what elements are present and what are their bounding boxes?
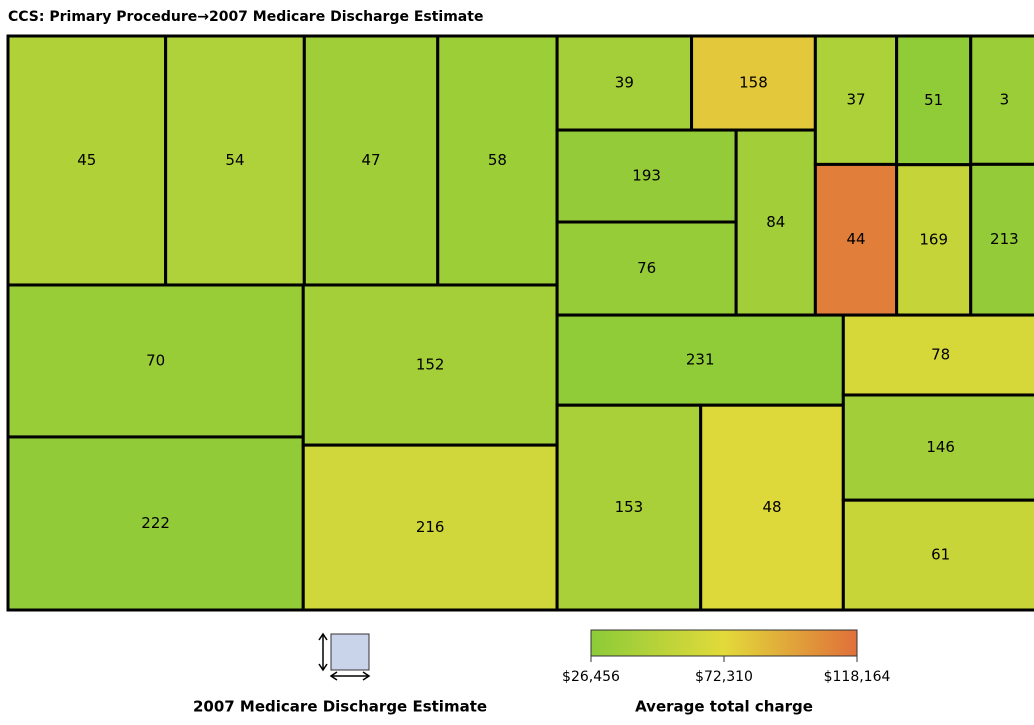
tile xyxy=(813,34,899,166)
tile-label: 3 xyxy=(1000,91,1010,109)
size-legend-title: 2007 Medicare Discharge Estimate xyxy=(193,698,487,716)
tile-label: 153 xyxy=(615,498,644,516)
tile-label: 44 xyxy=(846,230,865,248)
tile-label: 76 xyxy=(637,259,656,277)
tile-label: 61 xyxy=(931,546,950,564)
width-arrow-heads xyxy=(329,671,371,681)
tile-label: 146 xyxy=(926,438,955,456)
tile xyxy=(841,393,1034,502)
tile xyxy=(302,34,440,287)
tile-label: 39 xyxy=(615,74,634,92)
tile xyxy=(699,403,845,612)
tile-label: 222 xyxy=(141,514,170,532)
tile xyxy=(164,34,306,287)
tile xyxy=(555,403,703,612)
tile-label: 45 xyxy=(77,151,96,169)
color-tick-label: $118,164 xyxy=(824,669,891,685)
tile-label: 169 xyxy=(919,230,948,248)
color-tick-label: $72,310 xyxy=(695,669,753,685)
tile-label: 48 xyxy=(762,498,781,516)
tile-label: 213 xyxy=(990,230,1019,248)
tile-label: 78 xyxy=(931,346,950,364)
tile xyxy=(841,498,1034,612)
size-icon-box xyxy=(330,633,370,671)
tile-label: 37 xyxy=(846,91,865,109)
tile-label: 158 xyxy=(739,74,768,92)
tile xyxy=(969,162,1034,317)
tile xyxy=(690,34,817,132)
tile-label: 58 xyxy=(488,151,507,169)
tile-label: 193 xyxy=(632,167,661,185)
tile-label: 70 xyxy=(146,351,165,369)
tile-label: 51 xyxy=(924,91,943,109)
tile-label: 47 xyxy=(361,151,380,169)
tile-label: 216 xyxy=(416,518,445,536)
tile xyxy=(555,220,738,317)
tile-label: 231 xyxy=(686,351,715,369)
color-bar xyxy=(590,629,858,657)
tile xyxy=(6,435,305,612)
tile xyxy=(301,443,559,612)
tile xyxy=(895,163,973,317)
color-tick-label: $26,456 xyxy=(562,669,620,685)
size-legend-icon xyxy=(318,632,371,681)
tile xyxy=(841,313,1034,397)
tile-label: 84 xyxy=(766,213,785,231)
color-legend-title: Average total charge xyxy=(635,698,813,716)
tile xyxy=(6,34,168,287)
tile xyxy=(895,34,973,167)
tile-label: 54 xyxy=(225,151,244,169)
height-arrow-heads xyxy=(318,632,328,672)
tiles: 45 54 47 58 70 222 152 216 39 158 193 76 84 37 44 51 169… xyxy=(6,34,1034,612)
tile xyxy=(969,34,1034,166)
tile-label: 152 xyxy=(416,356,445,374)
tile xyxy=(555,313,845,407)
chart-title: CCS: Primary Procedure→2007 Medicare Dis… xyxy=(8,9,483,25)
